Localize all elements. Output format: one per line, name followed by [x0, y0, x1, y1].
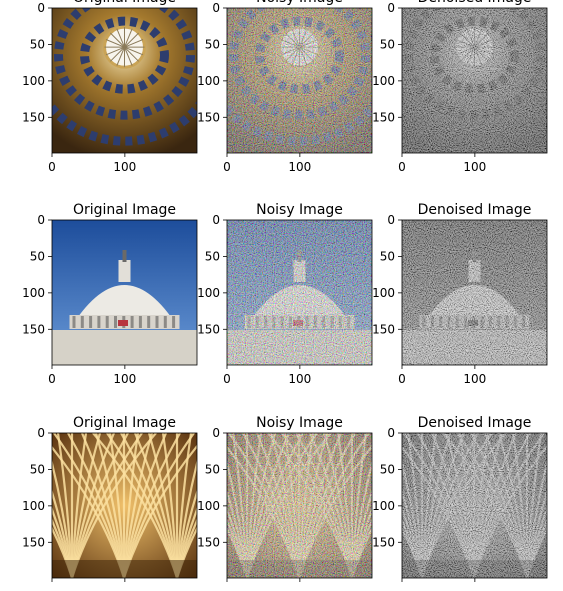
panel-title: Noisy Image: [256, 202, 343, 218]
x-tick-label: 100: [463, 372, 486, 386]
panel-title: Noisy Image: [256, 0, 343, 6]
panel-title: Original Image: [73, 415, 176, 431]
y-tick-label: 0: [387, 426, 395, 440]
panel-title: Denoised Image: [418, 415, 532, 431]
y-tick-label: 100: [372, 286, 395, 300]
y-tick-label: 100: [22, 74, 45, 88]
y-tick-label: 150: [22, 110, 45, 124]
panel-r0-c2: Denoised Image 0 50 100 150 0 100: [372, 0, 548, 174]
y-tick-label: 150: [372, 535, 395, 549]
panel-r1-c0: Original Image 0 50 100 150 0 100: [22, 202, 198, 386]
x-tick-label: 0: [48, 160, 56, 174]
x-tick-label: 100: [288, 160, 311, 174]
y-tick-label: 150: [22, 322, 45, 336]
y-tick-label: 50: [30, 249, 45, 263]
panel-title: Noisy Image: [256, 415, 343, 431]
denoised-image: [402, 220, 547, 365]
y-tick-label: 50: [205, 462, 220, 476]
y-tick-label: 50: [380, 462, 395, 476]
original-image: [52, 220, 197, 365]
y-tick-label: 50: [380, 37, 395, 51]
y-tick-label: 0: [212, 213, 220, 227]
y-tick-label: 150: [197, 535, 220, 549]
y-tick-label: 100: [372, 499, 395, 513]
y-tick-label: 100: [197, 286, 220, 300]
denoised-image: [402, 433, 547, 578]
x-tick-label: 0: [48, 372, 56, 386]
y-tick-label: 0: [212, 1, 220, 15]
y-tick-label: 150: [22, 535, 45, 549]
x-tick-label: 100: [463, 160, 486, 174]
y-tick-label: 0: [37, 1, 45, 15]
x-tick-label: 100: [113, 372, 136, 386]
y-tick-label: 100: [22, 499, 45, 513]
noisy-image: [227, 220, 372, 365]
original-image: [52, 433, 197, 578]
panel-r0-c1: Noisy Image 0 50 100 150 0 100: [197, 0, 373, 174]
y-tick-label: 0: [387, 213, 395, 227]
original-image: [52, 8, 197, 153]
y-tick-label: 100: [197, 499, 220, 513]
y-tick-label: 0: [387, 1, 395, 15]
noisy-image: [227, 433, 372, 578]
x-tick-label: 100: [113, 160, 136, 174]
y-tick-label: 50: [30, 37, 45, 51]
panel-r0-c0: Original Image 0 50 100 150 0 100: [22, 0, 198, 174]
panel-title: Original Image: [73, 202, 176, 218]
y-tick-label: 150: [372, 322, 395, 336]
y-tick-label: 100: [372, 74, 395, 88]
y-tick-label: 50: [205, 249, 220, 263]
panel-title: Denoised Image: [418, 0, 532, 6]
y-tick-label: 0: [37, 426, 45, 440]
y-tick-label: 150: [372, 110, 395, 124]
y-tick-label: 100: [197, 74, 220, 88]
x-tick-label: 0: [223, 160, 231, 174]
y-tick-label: 50: [30, 462, 45, 476]
panel-r2-c1: Noisy Image 0 50 100 150: [197, 415, 373, 582]
y-tick-label: 50: [205, 37, 220, 51]
y-tick-label: 0: [37, 213, 45, 227]
x-tick-label: 0: [223, 372, 231, 386]
y-tick-label: 50: [380, 249, 395, 263]
y-tick-label: 100: [22, 286, 45, 300]
panel-r2-c0: Original Image 0 50 100 150: [22, 415, 198, 582]
panel-r2-c2: Denoised Image 0 50 100 150: [372, 415, 548, 582]
panel-title: Denoised Image: [418, 202, 532, 218]
panel-title: Original Image: [73, 0, 176, 6]
y-tick-label: 150: [197, 322, 220, 336]
y-tick-label: 150: [197, 110, 220, 124]
x-tick-label: 100: [288, 372, 311, 386]
x-tick-label: 0: [398, 372, 406, 386]
x-tick-label: 0: [398, 160, 406, 174]
panel-r1-c2: Denoised Image 0 50 100 150 0 100: [372, 202, 548, 386]
y-tick-label: 0: [212, 426, 220, 440]
panel-r1-c1: Noisy Image 0 50 100 150 0 100: [197, 202, 373, 386]
noisy-image: [227, 8, 372, 153]
denoised-image: [402, 8, 547, 153]
